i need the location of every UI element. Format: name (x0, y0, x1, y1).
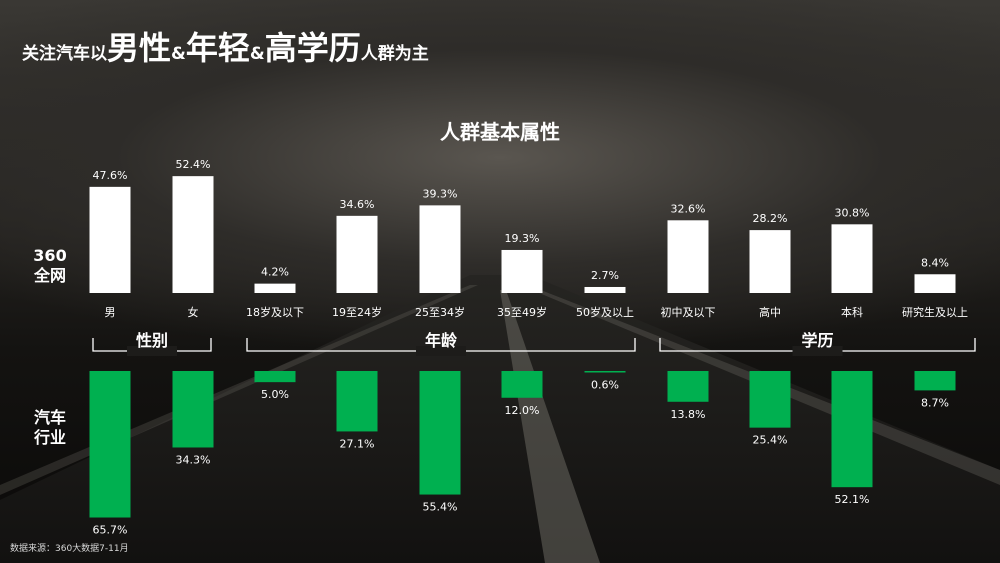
category-label-2: 18岁及以下 (246, 305, 304, 319)
value-label-auto-industry-0: 65.7% (93, 524, 128, 537)
bar-auto-industry-2 (254, 371, 296, 383)
value-label-all-web-6: 2.7% (591, 269, 619, 282)
value-label-auto-industry-4: 55.4% (423, 501, 458, 514)
value-label-auto-industry-7: 13.8% (671, 408, 706, 421)
bar-all-web-2 (254, 283, 296, 293)
bar-all-web-5 (501, 249, 543, 293)
value-label-auto-industry-3: 27.1% (340, 437, 375, 450)
headline-part-0: 关注汽车以 (22, 44, 107, 64)
row-label-all-web: 360 全网 (28, 246, 72, 286)
category-label-3: 19至24岁 (332, 305, 382, 319)
value-label-auto-industry-2: 5.0% (261, 388, 289, 401)
value-label-all-web-1: 52.4% (176, 158, 211, 171)
category-label-10: 研究生及以上 (902, 305, 968, 319)
group-label-backdrop-1 (416, 346, 466, 356)
bar-auto-industry-9 (831, 371, 873, 488)
bar-all-web-10 (914, 274, 956, 293)
category-label-7: 初中及以下 (661, 305, 716, 319)
group-label-backdrop-2 (792, 346, 843, 356)
bar-all-web-8 (749, 230, 791, 293)
value-label-auto-industry-10: 8.7% (921, 396, 949, 409)
value-label-all-web-2: 4.2% (261, 266, 289, 279)
category-label-5: 35至49岁 (497, 305, 547, 319)
row-label-all-web-line-2: 全网 (33, 266, 66, 285)
bar-all-web-6 (584, 286, 626, 293)
bar-auto-industry-3 (336, 371, 378, 432)
headline-part-6: 人群为主 (360, 44, 429, 64)
bar-all-web-3 (336, 215, 378, 293)
row-label-auto-industry-line-1: 汽车 (33, 408, 66, 427)
group-label-1: 年龄 (425, 331, 458, 350)
data-source-note: 数据来源：360大数据7-11月 (10, 544, 129, 554)
row-label-all-web-line-1: 360 (33, 246, 67, 265)
bar-all-web-4 (419, 205, 461, 293)
bar-all-web-7 (667, 220, 709, 293)
bar-auto-industry-1 (172, 371, 214, 448)
bar-auto-industry-6 (584, 371, 626, 373)
category-label-6: 50岁及以上 (576, 305, 634, 319)
category-label-8: 高中 (759, 305, 781, 319)
bar-auto-industry-0 (89, 371, 131, 518)
group-label-backdrop-0 (127, 346, 177, 356)
bar-auto-industry-5 (501, 371, 543, 398)
chart-title: 人群基本属性 (440, 120, 560, 144)
headline-part-1: 男性 (107, 29, 172, 67)
bar-all-web-0 (89, 186, 131, 293)
bar-all-web-9 (831, 224, 873, 293)
headline-part-2: & (171, 44, 186, 64)
bar-auto-industry-7 (667, 371, 709, 402)
value-label-all-web-9: 30.8% (835, 206, 870, 219)
group-label-0: 性别 (136, 331, 168, 350)
category-label-9: 本科 (841, 305, 863, 319)
value-label-all-web-0: 47.6% (93, 169, 128, 182)
category-label-0: 男 (105, 306, 116, 319)
value-label-all-web-4: 39.3% (423, 187, 458, 200)
bar-auto-industry-8 (749, 371, 791, 428)
group-label-2: 学历 (801, 331, 833, 350)
value-label-all-web-3: 34.6% (340, 198, 375, 211)
value-label-all-web-7: 32.6% (671, 202, 706, 215)
bar-auto-industry-4 (419, 371, 461, 495)
value-label-auto-industry-9: 52.1% (835, 493, 870, 506)
value-label-auto-industry-5: 12.0% (505, 404, 540, 417)
value-label-all-web-10: 8.4% (921, 256, 949, 269)
bar-auto-industry-10 (914, 371, 956, 391)
headline-part-4: & (249, 44, 265, 64)
bar-all-web-1 (172, 176, 214, 293)
value-label-auto-industry-1: 34.3% (176, 453, 211, 466)
headline-part-3: 年轻 (185, 29, 250, 67)
value-label-auto-industry-8: 25.4% (753, 434, 788, 447)
headline: 关注汽车以男性&年轻&高学历人群为主 (22, 26, 429, 76)
row-label-auto-industry-line-2: 行业 (33, 428, 66, 447)
value-label-all-web-5: 19.3% (505, 232, 540, 245)
category-label-1: 女 (188, 305, 199, 319)
row-label-auto-industry: 汽车 行业 (28, 408, 72, 448)
headline-part-5: 高学历 (264, 29, 361, 67)
value-label-all-web-8: 28.2% (753, 212, 788, 225)
value-label-auto-industry-6: 0.6% (591, 379, 619, 392)
category-label-4: 25至34岁 (415, 305, 465, 319)
